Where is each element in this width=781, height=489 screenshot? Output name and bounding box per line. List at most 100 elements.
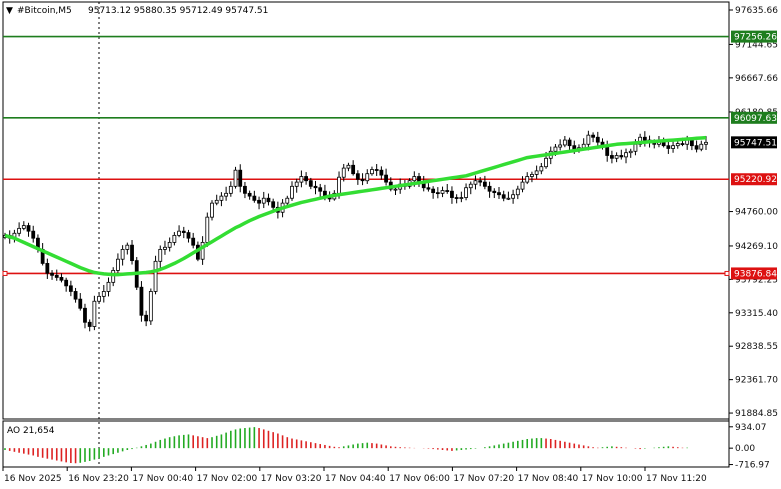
candle-body [581, 143, 586, 149]
candle-body [553, 146, 558, 152]
price-axis: 97635.6697144.6596667.6696180.8594760.00… [729, 6, 778, 419]
candle-body [50, 272, 54, 276]
price-tick-label: 94760.00 [735, 208, 778, 218]
candle-body [304, 176, 309, 182]
candle-body [525, 176, 530, 183]
time-axis: 16 Nov 2025 16 Nov 23:20 17 Nov 00:40 17 No… [2, 467, 707, 484]
candle-body [186, 232, 191, 239]
candle-body [181, 230, 186, 233]
candle-body [214, 199, 219, 204]
level-97256-tag-bg [731, 30, 777, 43]
candle-body [360, 178, 365, 182]
candle-body [511, 194, 516, 199]
candle-body [97, 295, 101, 302]
ao-pane[interactable] [2, 420, 730, 468]
candle-body [530, 174, 534, 177]
candle-body [497, 192, 501, 196]
candle-body [219, 195, 224, 201]
level-93876-tag-bg [731, 267, 777, 280]
candle-body [699, 143, 704, 150]
candle-body [106, 281, 111, 292]
candle-body [374, 169, 379, 171]
price-pane[interactable] [2, 1, 730, 420]
candle-body [666, 145, 671, 149]
time-tick-label: 16 Nov 2025 [4, 474, 62, 484]
current-price-tag-bg [731, 136, 777, 149]
price-tick-label: 93792.25 [735, 275, 778, 285]
candle-body [675, 143, 680, 147]
candle-body [450, 190, 454, 198]
chart-dropdown-icon[interactable]: ▼ [6, 6, 13, 16]
candle-body [261, 197, 266, 204]
moving-average-line [4, 135, 707, 277]
ao-tick-label: 0.00 [735, 444, 755, 454]
candle-body [31, 230, 36, 239]
candle-body [435, 192, 440, 195]
ao-axis: 934.07 0.00 -716.97 [729, 423, 770, 471]
price-tick-label: 97635.66 [735, 6, 778, 16]
candle-body [271, 201, 276, 208]
candle-body [83, 307, 87, 323]
candle-body [167, 241, 172, 248]
candle-body [501, 194, 506, 199]
candle-body [290, 185, 294, 199]
candle-body [694, 145, 699, 150]
candle-body [478, 180, 483, 183]
candle-body [148, 291, 153, 322]
candle-body [308, 180, 313, 187]
time-tick-label: 17 Nov 04:40 [325, 474, 386, 484]
candle-body [624, 152, 628, 158]
candle-body [558, 144, 563, 148]
candle-body [544, 157, 548, 168]
candle-body [252, 195, 257, 201]
candle-body [45, 263, 50, 274]
candle-body [318, 187, 323, 192]
candle-body [285, 197, 290, 204]
candle-body [125, 244, 130, 250]
candle-body [454, 197, 459, 199]
candle-body [64, 279, 69, 287]
candle-body [642, 136, 647, 141]
level-97256-tag-label: 97256.26 [734, 33, 777, 43]
candle-body [205, 216, 210, 243]
candle-body [384, 174, 388, 183]
candle-body [468, 183, 473, 189]
price-tick-label: 91884.85 [735, 409, 778, 419]
level-marker-right [724, 270, 730, 276]
candle-body [247, 192, 252, 197]
candle-body [341, 167, 346, 178]
level-95220-tag-label: 95220.92 [734, 175, 777, 185]
chart-symbol-label: #Bitcoin,M5 [17, 6, 72, 16]
ao-indicator-label: AO 21,654 [7, 426, 55, 436]
candle-body [567, 139, 572, 147]
candle-body [59, 277, 64, 281]
candle-body [101, 291, 106, 297]
candle-body [257, 199, 261, 204]
time-tick-label: 16 Nov 23:20 [68, 474, 129, 484]
level-marker-left [2, 270, 8, 276]
candle-body [520, 181, 525, 190]
candle-body [633, 143, 638, 152]
candle-body [379, 169, 384, 176]
candle-body [158, 248, 163, 262]
time-tick-label: 17 Nov 07:20 [453, 474, 514, 484]
level-93876-tag-label: 93876.84 [734, 269, 777, 279]
candle-body [87, 321, 92, 327]
price-tick-label: 94269.10 [735, 242, 778, 252]
candle-body [628, 150, 633, 154]
price-tick-label: 93315.40 [735, 309, 778, 319]
candle-body [177, 230, 181, 236]
candle-body [572, 145, 577, 150]
candle-body [671, 145, 675, 149]
candle-body [365, 173, 370, 182]
candle-body [440, 190, 445, 194]
candle-body [17, 227, 22, 234]
candle-body [492, 190, 497, 194]
chart-ohlc-values: 95713.12 95880.35 95712.49 95747.51 [88, 6, 268, 16]
candle-body [120, 248, 125, 260]
candle-body [534, 170, 539, 175]
candle-body [313, 185, 318, 189]
candle-body [515, 188, 520, 196]
moving-average-layer [4, 135, 707, 277]
